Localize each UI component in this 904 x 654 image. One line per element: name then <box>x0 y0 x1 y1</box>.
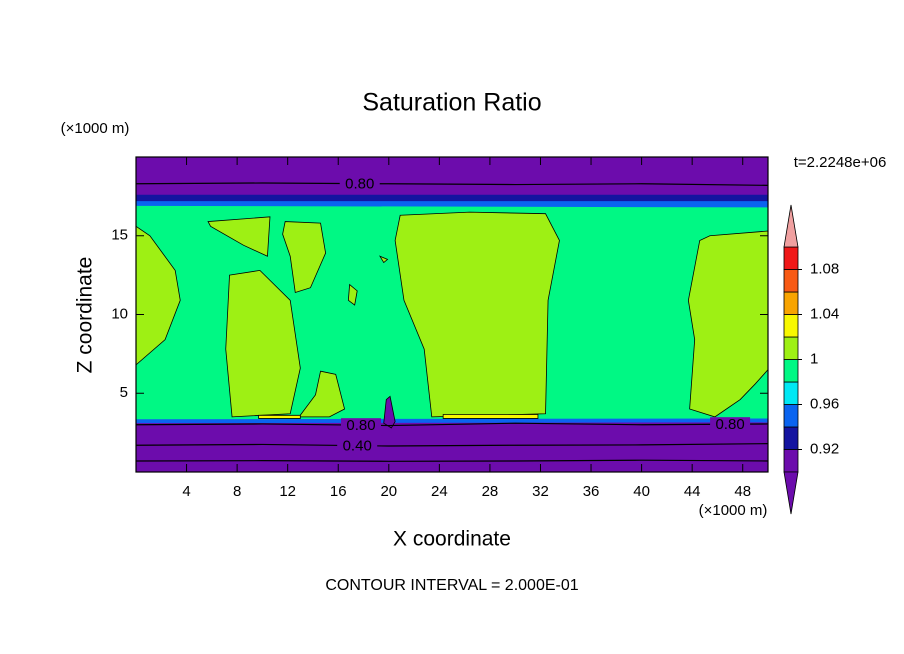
contour-region <box>687 230 768 418</box>
contour-region <box>394 211 560 418</box>
label-gap <box>340 418 381 433</box>
contour-region <box>378 255 389 264</box>
contour-region <box>383 395 396 429</box>
x-tick-label: 44 <box>684 483 701 500</box>
time-label: t=2.2248e+06 <box>794 154 887 171</box>
x-tick-label: 40 <box>633 483 650 500</box>
colorbar-over <box>783 204 799 248</box>
colorbar-tick-label: 0.96 <box>810 395 839 412</box>
colorbar-tick-label: 0.92 <box>810 440 839 457</box>
label-gap <box>710 417 751 432</box>
label-gap <box>339 176 380 191</box>
contour-line <box>136 422 768 427</box>
contour-region <box>442 414 539 419</box>
y-tick-label: 15 <box>111 227 128 244</box>
field: 0.80 0.80 0.80 0.40 <box>136 157 768 472</box>
x-tick-label: 24 <box>431 483 448 500</box>
x-tick-label: 8 <box>233 483 241 500</box>
contour-region <box>298 370 346 418</box>
colorbar-segment <box>783 359 799 383</box>
x-unit: (×1000 m) <box>699 502 768 519</box>
x-tick-label: 36 <box>583 483 600 500</box>
colorbar-segment <box>783 246 799 270</box>
contour-label: 0.80 <box>715 416 744 433</box>
colorbar-segment <box>783 291 799 315</box>
x-axis-title: X coordinate <box>393 528 511 551</box>
x-tick-label: 4 <box>182 483 190 500</box>
footer-note: CONTOUR INTERVAL = 2.000E-01 <box>325 577 578 594</box>
x-tick-label: 32 <box>532 483 549 500</box>
chart-title: Saturation Ratio <box>362 89 541 117</box>
colorbar-tick-label: 1.04 <box>810 305 839 322</box>
contour-region <box>225 269 301 418</box>
colorbar-segment <box>783 426 799 450</box>
contour-region <box>136 225 181 366</box>
label-gap <box>337 438 378 453</box>
colorbar-segment <box>783 269 799 293</box>
colorbar-segment <box>783 449 799 473</box>
colorbar-segment <box>783 404 799 428</box>
contour-line <box>136 443 768 447</box>
y-unit: (×1000 m) <box>61 120 130 137</box>
y-axis-title: Z coordinate <box>74 257 97 374</box>
colorbar-segment <box>783 381 799 405</box>
contour-region <box>347 283 358 306</box>
contour-label: 0.40 <box>343 438 372 455</box>
contour-line <box>136 182 768 186</box>
contour-region <box>282 221 327 293</box>
x-tick-label: 12 <box>279 483 296 500</box>
colorbar-under <box>783 471 799 515</box>
x-tick-label: 20 <box>380 483 397 500</box>
colorbar-segment <box>783 336 799 360</box>
colorbar-tick-label: 1 <box>810 350 818 367</box>
contour-region <box>207 216 271 257</box>
x-tick-label: 48 <box>734 483 751 500</box>
x-tick-label: 16 <box>330 483 347 500</box>
plot-area: 0.800.80 0.800.404 8 12 16 20 24 28 32 36 40 44 4851… <box>111 156 839 515</box>
colorbar-tick-label: 1.08 <box>810 260 839 277</box>
y-tick-label: 5 <box>120 384 128 401</box>
contour-label: 0.80 <box>345 176 374 193</box>
contour-line <box>136 459 768 462</box>
contour-region <box>258 414 301 419</box>
colorbar-segment <box>783 314 799 338</box>
y-tick-label: 10 <box>111 305 128 322</box>
x-tick-label: 28 <box>482 483 499 500</box>
contour-label: 0.80 <box>346 417 375 434</box>
